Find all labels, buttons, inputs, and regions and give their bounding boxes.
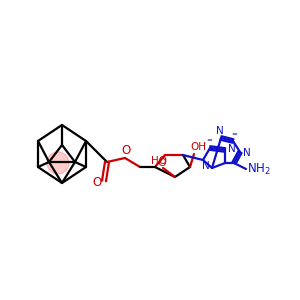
Circle shape [47,152,69,174]
Text: N: N [216,126,224,136]
Text: O: O [92,176,102,190]
Text: NH$_2$: NH$_2$ [247,161,271,176]
Text: O: O [158,158,166,168]
Text: N: N [228,144,236,154]
Text: =: = [206,137,212,143]
Text: =: = [231,131,237,137]
Text: O: O [122,145,130,158]
Text: N: N [243,148,251,158]
Text: HO: HO [151,156,167,166]
Text: N: N [202,161,210,171]
Text: OH: OH [190,142,206,152]
